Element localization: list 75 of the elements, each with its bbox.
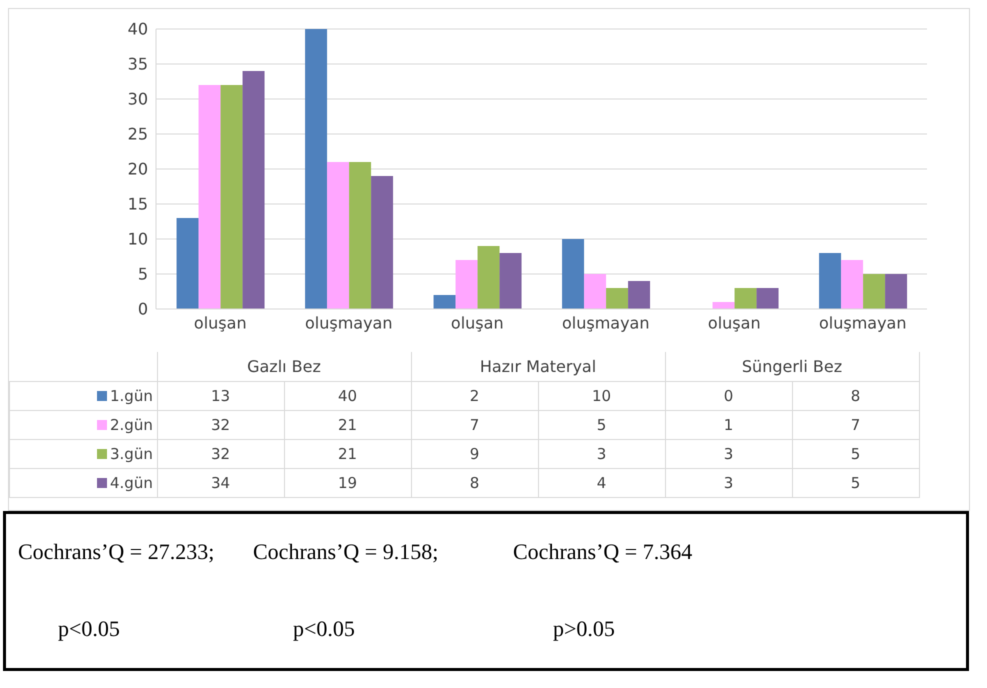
data-label: 5 [538,410,665,439]
legend-label: 3.gün [109,444,153,462]
bar [562,239,584,309]
bar [176,218,199,309]
data-label: 19 [284,468,411,497]
y-tick-label: 20 [128,160,148,179]
bar [220,85,243,309]
bar [371,176,394,309]
bar [885,274,908,309]
legend-label: 4.gün [109,474,153,492]
data-label: 8 [411,468,538,497]
data-label: 8 [792,381,919,410]
data-label: 7 [792,410,919,439]
y-tick-label: 5 [138,264,148,284]
y-tick-label: 30 [128,90,148,109]
bar [500,253,522,309]
data-label: 0 [665,381,792,410]
x-tick-label: oluşan [450,313,504,332]
data-label: 1 [665,410,792,439]
bar [628,281,650,309]
x-tick-label: oluşan [708,313,761,332]
bar [841,260,864,309]
data-label: 32 [157,410,284,439]
bar [349,162,372,309]
data-label: 5 [792,439,919,468]
text: Hazır Materyal [411,352,665,381]
data-label: 13 [157,381,284,410]
data-label: 10 [538,381,665,410]
data-label: 3 [665,468,792,497]
bar [712,302,735,309]
data-label: 9 [411,439,538,468]
data-label: 5 [792,468,919,497]
bar [819,253,842,309]
text: Süngerli Bez [665,352,919,381]
data-label: 2 [411,381,538,410]
y-tick-label: 15 [128,194,148,214]
text: p<0.05 [57,616,121,642]
data-label: 21 [284,410,411,439]
text: Gazlı Bez [157,352,411,381]
y-tick-label: 25 [128,124,148,144]
bar [198,85,221,309]
bar [242,71,265,309]
data-label: 34 [157,468,284,497]
bar [863,274,886,309]
data-label: 3 [665,439,792,468]
data-label: 7 [411,410,538,439]
bar [584,274,606,309]
x-tick-label: oluşmayan [304,313,393,332]
y-tick-label: 40 [128,20,148,39]
bar [606,288,628,309]
bar [478,246,500,309]
x-tick-label: oluşmayan [818,313,907,332]
legend-label: 2.gün [109,416,153,434]
data-label: 40 [284,381,411,410]
text: Cochrans’Q = 27.233; [18,539,216,565]
y-tick-label: 35 [128,54,148,74]
data-label: 4 [538,468,665,497]
text: p<0.05 [292,616,356,642]
bar [756,288,779,309]
data-label: 21 [284,439,411,468]
bar [734,288,757,309]
data-label: 3 [538,439,665,468]
x-tick-label: oluşan [194,313,247,332]
text: p>0.05 [552,616,616,642]
y-tick-label: 10 [128,230,148,249]
bar [434,295,456,309]
data-label: 32 [157,439,284,468]
y-tick-label: 0 [138,300,148,319]
text: Cochrans’Q = 7.364 [513,539,694,565]
bar [305,29,328,309]
legend-label: 1.gün [109,386,153,404]
bar [327,162,350,309]
bar [456,260,478,309]
x-tick-label: oluşmayan [562,313,650,332]
text: Cochrans’Q = 9.158; [253,539,440,565]
